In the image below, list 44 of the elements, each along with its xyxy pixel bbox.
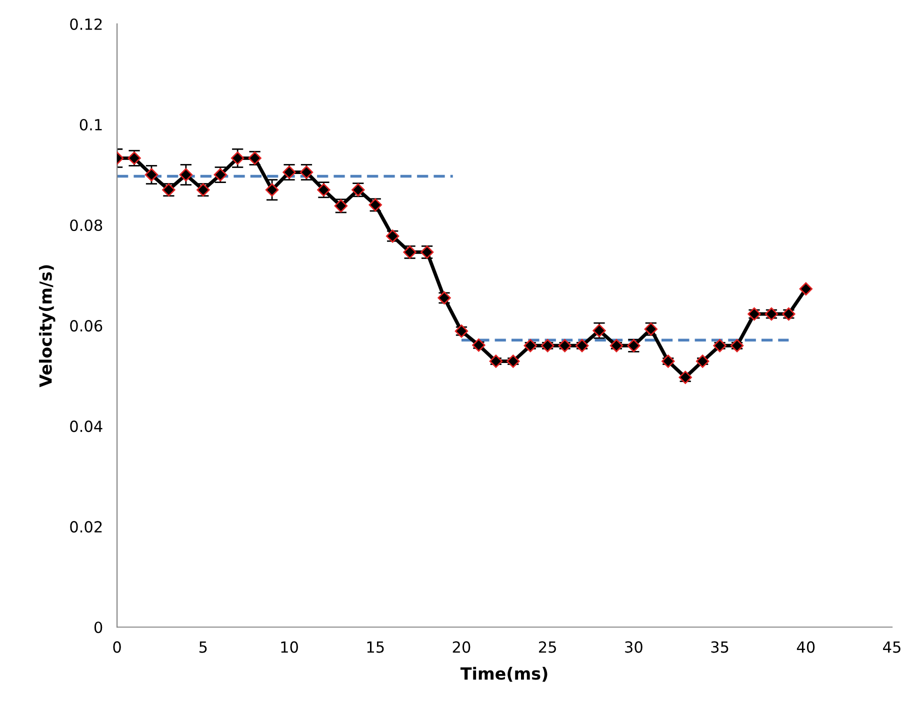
y-tick-label: 0.08 bbox=[70, 219, 102, 232]
point bbox=[678, 370, 692, 384]
y-tick-label: 0 bbox=[94, 622, 102, 634]
x-tick-label: 30 bbox=[625, 641, 642, 653]
x-tick-label: 45 bbox=[883, 641, 900, 653]
point bbox=[764, 307, 778, 321]
y-tick-label: 0.1 bbox=[80, 118, 102, 131]
point bbox=[713, 339, 726, 352]
point bbox=[575, 339, 589, 352]
y-axis-title: Velocity(m/s) bbox=[38, 265, 56, 388]
x-tick-label: 25 bbox=[538, 641, 556, 653]
point bbox=[506, 354, 520, 368]
y-tick-label: 0.02 bbox=[70, 521, 102, 533]
point bbox=[696, 354, 710, 368]
x-tick-label: 0 bbox=[113, 641, 121, 653]
x-tick-label: 5 bbox=[199, 641, 207, 653]
point bbox=[524, 339, 537, 352]
point bbox=[144, 168, 158, 182]
point bbox=[782, 307, 796, 321]
point bbox=[662, 354, 675, 368]
y-tick-label: 0.12 bbox=[70, 18, 102, 30]
point bbox=[489, 354, 503, 368]
point bbox=[352, 183, 365, 196]
point bbox=[610, 339, 624, 352]
point bbox=[558, 339, 572, 352]
point bbox=[541, 339, 554, 352]
x-tick-label: 40 bbox=[796, 641, 815, 653]
point bbox=[644, 322, 658, 336]
x-tick-label: 35 bbox=[711, 641, 728, 653]
x-tick-label: 20 bbox=[452, 641, 470, 653]
point bbox=[748, 307, 761, 321]
x-tick-label: 15 bbox=[367, 641, 384, 653]
y-tick-label: 0.04 bbox=[70, 420, 102, 432]
point bbox=[162, 183, 176, 196]
y-tick-label: 0.06 bbox=[70, 320, 102, 332]
point bbox=[265, 183, 279, 196]
x-axis-title: Time(ms) bbox=[460, 666, 548, 682]
point bbox=[730, 339, 744, 352]
point bbox=[799, 282, 812, 296]
point bbox=[179, 168, 193, 182]
point bbox=[231, 152, 244, 165]
point bbox=[472, 338, 486, 352]
point bbox=[196, 183, 210, 196]
x-tick-label: 10 bbox=[281, 641, 298, 653]
